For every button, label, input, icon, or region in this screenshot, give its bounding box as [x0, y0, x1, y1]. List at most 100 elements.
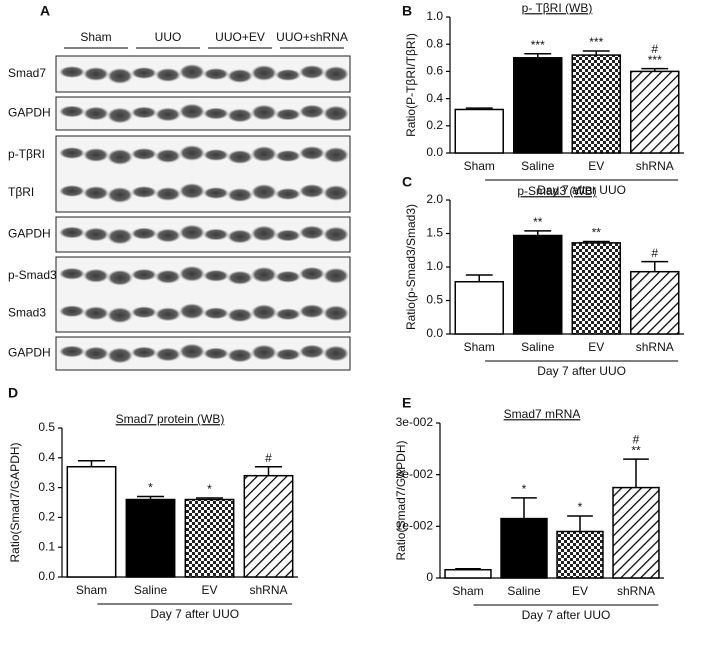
blot-band — [299, 146, 325, 160]
bar — [612, 486, 660, 579]
blot-band — [179, 343, 205, 360]
blot-band — [83, 186, 109, 200]
blot-band — [275, 270, 301, 283]
blot-band — [59, 185, 85, 197]
blot-band — [155, 149, 181, 163]
y-tick-label: 0.6 — [426, 64, 443, 78]
y-tick-label: 0.4 — [426, 91, 443, 105]
blot-band — [299, 104, 325, 119]
blot-band — [275, 348, 301, 361]
blot-band — [131, 67, 157, 79]
panel-letter: E — [402, 395, 411, 411]
bar — [125, 498, 176, 578]
blot-band — [155, 68, 181, 82]
bar — [66, 465, 117, 578]
x-tick-label: Saline — [521, 159, 555, 173]
y-tick-label: 0.2 — [38, 510, 55, 524]
blot-band — [107, 228, 133, 245]
bar — [243, 474, 294, 578]
blot-row-label: Smad7 — [8, 66, 46, 80]
blot-band — [203, 307, 229, 320]
blot-band — [107, 107, 133, 124]
x-tick-label: Sham — [464, 340, 495, 354]
x-tick-label: EV — [588, 340, 604, 354]
x-axis-label: Day 7 after UUO — [522, 608, 611, 622]
panel-letter: D — [8, 385, 18, 401]
x-tick-label: Sham — [464, 159, 495, 173]
blot-band — [203, 68, 229, 80]
blot-box — [55, 135, 351, 213]
blot-band — [227, 69, 253, 83]
blot-band — [251, 266, 277, 283]
blot-band — [107, 269, 133, 286]
x-tick-label: Saline — [134, 583, 168, 597]
blot-band — [179, 224, 205, 241]
bar — [454, 280, 504, 335]
blot-band — [155, 269, 181, 284]
blot-band — [107, 68, 133, 84]
bar — [630, 270, 680, 335]
blot-band — [227, 229, 253, 244]
panel-letter: C — [402, 174, 412, 190]
blot-band — [59, 105, 85, 118]
y-tick-label: 0.0 — [38, 569, 55, 583]
y-tick-label: 0.0 — [426, 145, 443, 159]
blot-band — [203, 149, 229, 161]
y-tick-label: 0.1 — [38, 539, 55, 553]
blot-band — [227, 270, 253, 285]
y-tick-label: 0.0 — [426, 326, 443, 340]
blot-band — [59, 305, 85, 318]
significance-label: # — [265, 451, 272, 465]
blot-band — [323, 147, 349, 163]
blot-band — [131, 148, 157, 160]
blot-band — [83, 106, 109, 121]
blot-band — [275, 69, 301, 81]
y-axis-label: Ratio(p-Smad3/Smad3) — [404, 204, 418, 330]
x-tick-label: EV — [201, 583, 217, 597]
significance-label: *** — [531, 38, 545, 52]
blot-row-label: GAPDH — [8, 227, 51, 241]
blot-band — [299, 344, 325, 359]
x-tick-label: EV — [588, 159, 604, 173]
y-tick-label: 0.3 — [38, 480, 55, 494]
x-tick-label: shRNA — [636, 159, 674, 173]
chart-title: Smad7 mRNA — [504, 407, 581, 421]
chart-title: Smad7 protein (WB) — [116, 412, 225, 426]
bar — [630, 70, 680, 154]
blot-band — [203, 187, 229, 199]
blot-band — [83, 268, 109, 283]
y-tick-label: 0 — [426, 570, 433, 584]
bar — [571, 54, 621, 154]
blot-band — [83, 67, 109, 81]
lane-group-label: UUO+shRNA — [276, 30, 348, 44]
blot-band — [203, 107, 229, 120]
lane-group-label: UUO+EV — [215, 30, 265, 44]
blot-band — [227, 150, 253, 164]
blot-band — [83, 227, 109, 242]
blot-band — [107, 307, 133, 324]
x-tick-label: Saline — [507, 584, 541, 598]
x-axis-label: Day 7 after UUO — [537, 364, 626, 378]
x-tick-label: Saline — [521, 340, 555, 354]
bar — [454, 108, 504, 154]
blot-band — [203, 347, 229, 360]
significance-label: ** — [631, 443, 641, 457]
significance-label: * — [578, 500, 583, 514]
y-tick-label: 1e-002 — [396, 519, 434, 533]
blot-band — [251, 304, 277, 321]
x-tick-label: shRNA — [636, 340, 674, 354]
panel-letter: A — [40, 3, 50, 19]
y-tick-label: 1.0 — [426, 9, 443, 23]
blot-band — [299, 184, 325, 198]
x-tick-label: shRNA — [617, 584, 655, 598]
significance-label: * — [522, 482, 527, 496]
blot-band — [275, 150, 301, 162]
blot-band — [107, 149, 133, 165]
blot-band — [227, 108, 253, 123]
x-axis-label: Day 7 after UUO — [537, 183, 626, 197]
y-axis-label: Ratio(P-TβRI/TβRI) — [404, 33, 418, 137]
significance-label: ** — [592, 226, 602, 240]
blot-band — [155, 228, 181, 243]
blot-band — [299, 266, 325, 281]
y-tick-label: 0.5 — [426, 293, 443, 307]
